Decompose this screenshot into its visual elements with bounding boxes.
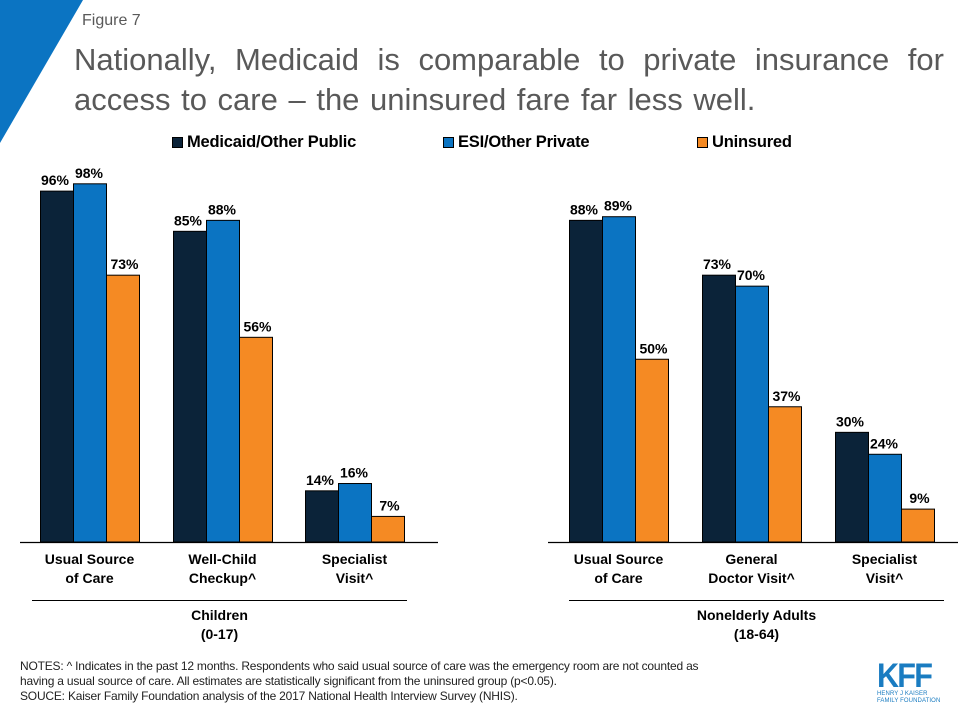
bar-uninsured xyxy=(106,274,140,543)
category-label-line: Visit^ xyxy=(865,570,904,586)
figure-label: Figure 7 xyxy=(82,12,141,29)
data-label-medicaid: 14% xyxy=(306,472,335,488)
data-label-private: 88% xyxy=(208,201,237,217)
data-label-uninsured: 7% xyxy=(379,497,400,513)
data-label-uninsured: 37% xyxy=(772,388,801,404)
bar-uninsured xyxy=(635,358,669,543)
category-label: General Doctor Visit^ xyxy=(687,550,817,588)
legend-item-uninsured: Uninsured xyxy=(697,133,792,152)
bar-private xyxy=(338,483,372,543)
category-label-line: Usual Source xyxy=(44,551,135,567)
data-label-medicaid: 96% xyxy=(41,172,70,188)
category-label: Usual Source of Care xyxy=(554,550,684,588)
bar-uninsured xyxy=(901,508,935,543)
notes-line-1: NOTES: ^ Indicates in the past 12 months… xyxy=(20,659,699,673)
category-label-line: Doctor Visit^ xyxy=(708,570,795,586)
notes-line-2: having a usual source of care. All estim… xyxy=(20,674,557,688)
data-label-medicaid: 73% xyxy=(703,256,732,272)
group-label-range: (18-64) xyxy=(733,626,780,642)
group-label: Nonelderly Adults (18-64) xyxy=(637,606,877,644)
bar-medicaid xyxy=(173,230,207,543)
category-label-line: of Care xyxy=(594,570,643,586)
category-label-line: Specialist xyxy=(321,551,388,567)
category-label-line: Checkup^ xyxy=(188,570,257,586)
category-label-line: Well-Child xyxy=(188,551,257,567)
data-label-medicaid: 88% xyxy=(570,201,599,217)
group-label-name: Nonelderly Adults xyxy=(696,607,817,623)
bar-uninsured xyxy=(371,515,405,543)
kff-logo-line-2: FAMILY FOUNDATION xyxy=(877,698,941,704)
group-label: Children (0-17) xyxy=(100,606,340,644)
legend-label-uninsured: Uninsured xyxy=(712,133,792,151)
kff-logo-mark: KFF xyxy=(877,657,933,695)
category-label: Usual Source of Care xyxy=(25,550,155,588)
bar-private xyxy=(73,183,107,543)
data-label-uninsured: 9% xyxy=(909,490,930,506)
category-label-line: Usual Source xyxy=(573,551,664,567)
notes: NOTES: ^ Indicates in the past 12 months… xyxy=(20,659,860,704)
category-label-line: General xyxy=(725,551,778,567)
data-label-medicaid: 85% xyxy=(174,212,203,228)
bar-private xyxy=(735,285,769,543)
chart-title: Nationally, Medicaid is comparable to pr… xyxy=(74,42,944,117)
data-label-private: 16% xyxy=(340,465,369,481)
bar-private xyxy=(868,453,902,543)
bar-uninsured xyxy=(239,336,273,543)
data-label-private: 98% xyxy=(75,165,104,181)
bar-uninsured xyxy=(768,406,802,543)
data-label-uninsured: 73% xyxy=(110,256,139,272)
legend-label-private: ESI/Other Private xyxy=(458,133,590,151)
category-label: Specialist Visit^ xyxy=(820,550,950,588)
data-label-private: 24% xyxy=(870,435,899,451)
bar-medicaid xyxy=(305,490,339,543)
data-label-medicaid: 30% xyxy=(836,413,865,429)
category-label: Well-Child Checkup^ xyxy=(158,550,288,588)
data-label-private: 89% xyxy=(604,198,633,214)
data-label-private: 70% xyxy=(737,267,766,283)
category-label-line: of Care xyxy=(65,570,114,586)
bar-medicaid xyxy=(702,274,736,543)
source-line: SOUCE: Kaiser Family Foundation analysis… xyxy=(20,689,518,703)
group-label-range: (0-17) xyxy=(200,626,239,642)
bar-medicaid xyxy=(835,431,869,543)
legend-swatch-medicaid xyxy=(172,137,183,148)
kff-logo-line-1: HENRY J KAISER xyxy=(877,691,928,697)
legend-item-private: ESI/Other Private xyxy=(443,133,590,152)
data-label-uninsured: 50% xyxy=(639,340,668,356)
legend-swatch-uninsured xyxy=(697,137,708,148)
legend-label-medicaid: Medicaid/Other Public xyxy=(187,133,357,151)
category-label: Specialist Visit^ xyxy=(290,550,420,588)
legend: Medicaid/Other Public ESI/Other Private … xyxy=(0,133,960,155)
category-label-line: Visit^ xyxy=(335,570,374,586)
bar-medicaid xyxy=(40,190,74,543)
bar-private xyxy=(206,219,240,543)
kff-logo: KFF HENRY J KAISER FAMILY FOUNDATION xyxy=(877,657,947,705)
corner-accent-shape xyxy=(0,0,83,143)
bar-private xyxy=(602,216,636,543)
group-label-name: Children xyxy=(191,607,248,623)
legend-swatch-private xyxy=(443,137,454,148)
bar-medicaid xyxy=(569,219,603,543)
legend-item-medicaid: Medicaid/Other Public xyxy=(172,133,356,152)
category-label-line: Specialist xyxy=(851,551,918,567)
data-label-uninsured: 56% xyxy=(243,318,272,334)
